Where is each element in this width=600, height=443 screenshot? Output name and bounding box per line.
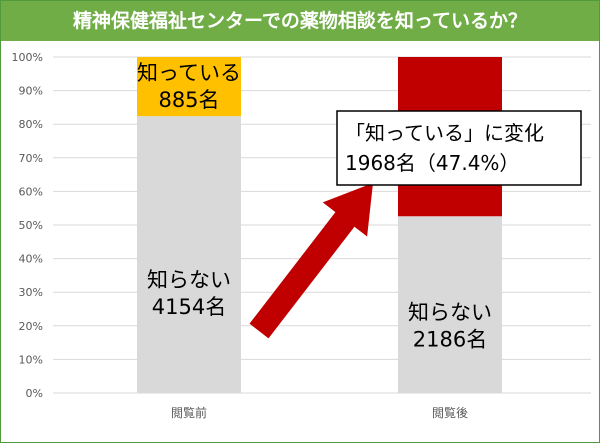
callout-text: 「知っている」に変化: [345, 121, 544, 145]
callout-text: 1968名（47.4%）: [345, 151, 519, 175]
y-tick-label: 100%: [12, 51, 43, 64]
y-tick-label: 90%: [19, 85, 43, 98]
segment-label: 知らない: [147, 268, 231, 292]
bar-unknown-2: [398, 216, 502, 393]
gridlines: [53, 56, 591, 394]
callout-box: [336, 110, 582, 186]
y-tick-label: 20%: [19, 320, 43, 333]
y-axis-ticks: 0% 10% 20% 30% 40% 50% 60% 70% 80% 90% 100%: [12, 51, 43, 400]
segment-label: 2186名: [413, 327, 487, 351]
page-title: 精神保健福祉センターでの薬物相談を知っているか？: [1, 1, 599, 41]
y-tick-label: 10%: [19, 353, 43, 366]
y-tick-label: 80%: [19, 118, 43, 131]
y-tick-label: 30%: [19, 286, 43, 299]
segment-label: 4154名: [152, 295, 226, 319]
increase-arrow-icon: [249, 183, 373, 339]
y-tick-label: 0%: [26, 387, 43, 400]
segment-label: 知らない: [408, 300, 492, 324]
segment-label: 知っている: [137, 61, 241, 85]
segment-label: 885名: [158, 88, 219, 112]
category-labels: 閲覧前 閲覧後: [171, 405, 468, 420]
y-tick-label: 60%: [19, 185, 43, 198]
bar-unknown-1: [137, 116, 241, 394]
y-tick-label: 50%: [19, 219, 43, 232]
change-callout: 「知っている」に変化 1968名（47.4%）: [336, 110, 582, 186]
category-label: 閲覧後: [432, 406, 468, 420]
y-tick-label: 70%: [19, 152, 43, 165]
y-tick-label: 40%: [19, 253, 43, 266]
bar-known-1: [137, 57, 241, 117]
category-label: 閲覧前: [171, 405, 207, 420]
